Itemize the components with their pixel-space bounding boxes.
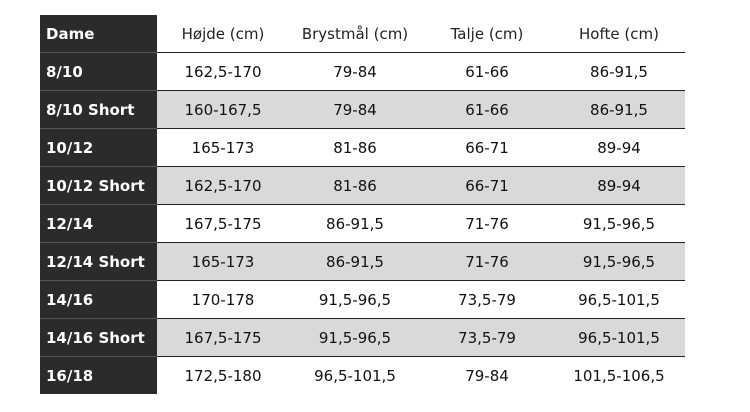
measure-cell: 89-94 (553, 166, 685, 205)
table-row: 8/10 Short 160-167,5 79-84 61-66 86-91,5 (40, 90, 685, 129)
measure-cell: 79-84 (289, 90, 421, 129)
measure-cell: 71-76 (421, 242, 553, 281)
measure-cell: 165-173 (157, 128, 289, 167)
measure-cell: 71-76 (421, 204, 553, 243)
size-label: 8/10 Short (40, 90, 157, 129)
header-row: Dame Højde (cm) Brystmål (cm) Talje (cm) Hof… (40, 15, 685, 53)
table-row: 10/12 165-173 81-86 66-71 89-94 (40, 128, 685, 167)
header-cell: Højde (cm) (157, 15, 289, 53)
table-row: 16/18 172,5-180 96,5-101,5 79-84 101,5-106,5 (40, 356, 685, 394)
measure-cell: 86-91,5 (553, 52, 685, 91)
measure-cell: 91,5-96,5 (289, 318, 421, 357)
table-row: 14/16 Short 167,5-175 91,5-96,5 73,5-79 96,5… (40, 318, 685, 357)
measure-cell: 73,5-79 (421, 318, 553, 357)
measure-cell: 86-91,5 (553, 90, 685, 129)
measure-cell: 81-86 (289, 128, 421, 167)
table-row: 12/14 Short 165-173 86-91,5 71-76 91,5-96,5 (40, 242, 685, 281)
measure-cell: 79-84 (465, 366, 509, 385)
size-label: 10/12 (40, 128, 157, 167)
measure-cell: 61-66 (421, 90, 553, 129)
measure-cell: 96,5-101,5 (553, 318, 685, 357)
table-row: 14/16 170-178 91,5-96,5 73,5-79 96,5-101,5 (40, 280, 685, 319)
table-row: 8/10 162,5-170 79-84 61-66 86-91,5 (40, 52, 685, 91)
size-label: 8/10 (40, 52, 157, 91)
size-label: 12/14 Short (40, 242, 157, 281)
measure-cell: 61-66 (421, 52, 553, 91)
size-label: 14/16 (40, 280, 157, 319)
header-cell: Hofte (cm) (553, 15, 685, 53)
header-cell: Talje (cm) (421, 15, 553, 53)
measure-cell: 96,5-101,5 (553, 280, 685, 319)
table-row: 10/12 Short 162,5-170 81-86 66-71 89-94 (40, 166, 685, 205)
size-label: 10/12 Short (40, 166, 157, 205)
measure-cell: 79-84 (289, 52, 421, 91)
measure-cell: 172,5-180 (184, 366, 262, 385)
measure-cell: 66-71 (421, 128, 553, 167)
size-label: 12/14 (40, 204, 157, 243)
measure-cell: 96,5-101,5 (314, 366, 396, 385)
table-row: 12/14 167,5-175 86-91,5 71-76 91,5-96,5 (40, 204, 685, 243)
size-table: Dame Højde (cm) Brystmål (cm) Talje (cm) Hof… (40, 15, 685, 394)
size-label: 16/18 (40, 356, 157, 394)
size-label: 14/16 Short (40, 318, 157, 357)
measure-cell: 81-86 (289, 166, 421, 205)
measure-cell: 89-94 (553, 128, 685, 167)
measure-cell: 167,5-175 (157, 318, 289, 357)
measure-cell: 73,5-79 (421, 280, 553, 319)
measure-cell: 91,5-96,5 (553, 242, 685, 281)
measure-cell: 165-173 (157, 242, 289, 281)
measure-cell: 66-71 (421, 166, 553, 205)
measure-cell: 160-167,5 (157, 90, 289, 129)
measure-cell: 91,5-96,5 (289, 280, 421, 319)
header-cell: Dame (40, 15, 157, 53)
measure-cell: 86-91,5 (289, 204, 421, 243)
measure-cell: 162,5-170 (157, 52, 289, 91)
measure-cell: 170-178 (157, 280, 289, 319)
measure-cell: 101,5-106,5 (573, 366, 665, 385)
measure-cell: 91,5-96,5 (553, 204, 685, 243)
header-cell: Brystmål (cm) (289, 15, 421, 53)
measure-cell: 86-91,5 (289, 242, 421, 281)
measure-cell: 162,5-170 (157, 166, 289, 205)
measure-cell: 167,5-175 (157, 204, 289, 243)
